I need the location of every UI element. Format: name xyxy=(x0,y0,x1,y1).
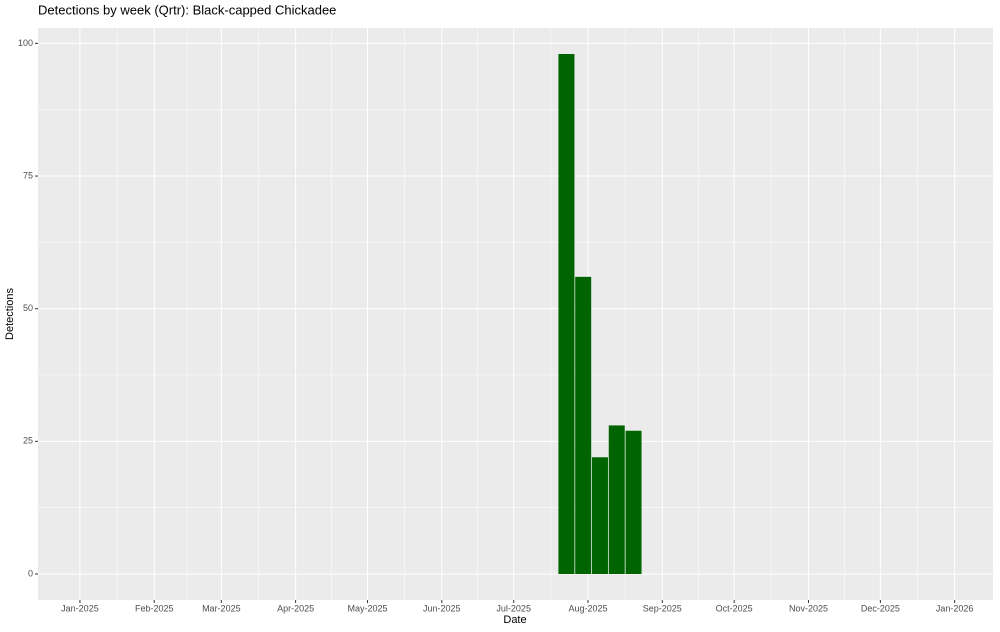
y-tick-label: 50 xyxy=(23,303,33,313)
x-tick-label: Apr-2025 xyxy=(277,603,314,613)
x-tick-label: Nov-2025 xyxy=(789,603,828,613)
bar xyxy=(591,457,608,574)
y-tick-label: 75 xyxy=(23,170,33,180)
x-tick-label: Jan-2025 xyxy=(61,603,99,613)
bar xyxy=(575,276,592,574)
bar xyxy=(625,430,642,574)
x-tick-label: Jan-2026 xyxy=(936,603,974,613)
panel xyxy=(38,28,993,600)
x-tick-label: May-2025 xyxy=(348,603,388,613)
x-tick-label: Jun-2025 xyxy=(423,603,461,613)
x-tick-label: Dec-2025 xyxy=(861,603,900,613)
y-tick-label: 100 xyxy=(18,38,33,48)
bar xyxy=(608,425,625,574)
chart-title: Detections by week (Qrtr): Black-capped … xyxy=(38,2,336,17)
bar xyxy=(558,54,575,574)
x-axis-label: Date xyxy=(503,614,526,626)
y-tick-label: 25 xyxy=(23,436,33,446)
x-tick-label: Sep-2025 xyxy=(643,603,682,613)
x-tick-label: Feb-2025 xyxy=(135,603,174,613)
x-tick-label: Oct-2025 xyxy=(716,603,753,613)
x-tick-label: Aug-2025 xyxy=(568,603,607,613)
x-tick-label: Mar-2025 xyxy=(202,603,241,613)
y-axis-label: Detections xyxy=(4,288,16,340)
x-tick-label: Jul-2025 xyxy=(496,603,531,613)
y-tick-label: 0 xyxy=(28,568,33,578)
